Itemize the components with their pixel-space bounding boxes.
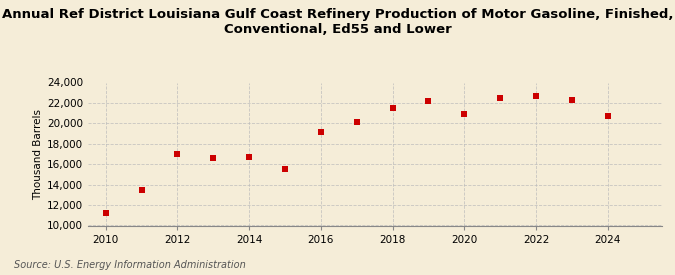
Point (136, 188, 147, 192)
Point (387, 106, 398, 110)
Point (208, 156, 219, 160)
Text: Source: U.S. Energy Information Administration: Source: U.S. Energy Information Administ… (14, 260, 245, 270)
Text: Annual Ref District Louisiana Gulf Coast Refinery Production of Motor Gasoline, : Annual Ref District Louisiana Gulf Coast… (2, 8, 673, 36)
Point (279, 167, 290, 172)
Point (423, 99, 434, 103)
Point (531, 94, 541, 98)
Point (244, 155, 254, 159)
Point (315, 129, 326, 134)
Point (602, 114, 613, 119)
Point (101, 211, 111, 215)
Point (351, 120, 362, 125)
Point (566, 98, 577, 102)
Y-axis label: Thousand Barrels: Thousand Barrels (32, 109, 43, 199)
Point (495, 96, 506, 100)
Point (172, 152, 183, 156)
Point (459, 112, 470, 116)
